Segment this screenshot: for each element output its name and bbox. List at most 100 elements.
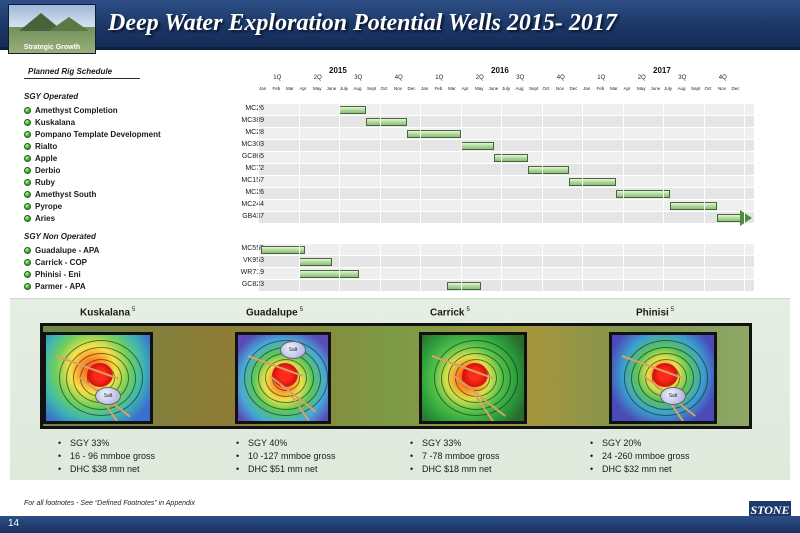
prospect-stats: SGY 20%24 -260 mmboe grossDHC $32 mm net (590, 437, 690, 476)
prospect-stats: SGY 40%10 -127 mmboe grossDHC $51 mm net (236, 437, 336, 476)
quarter-divider (663, 102, 664, 292)
quarter-label: 1Q (597, 75, 606, 81)
quarter-divider (339, 102, 340, 292)
quarter-divider (460, 102, 462, 292)
logo-caption: Strategic Growth (23, 44, 81, 51)
well-block-code: MC26 (245, 189, 264, 196)
year-label: 2017 (653, 66, 671, 75)
schedule-grid-row (258, 268, 754, 280)
month-label: Feb (272, 86, 281, 91)
well-name: Derbio (35, 165, 61, 175)
contour-line (59, 340, 143, 416)
quarter-divider (703, 102, 705, 292)
month-label: Feb (596, 86, 605, 91)
green-bullet-icon (24, 282, 31, 290)
green-bullet-icon (24, 214, 31, 222)
prospect-stat: SGY 33% (410, 437, 500, 450)
well-row-label: Rialto (24, 140, 57, 152)
well-block-code: GB437 (242, 213, 264, 220)
schedule-bar (568, 178, 616, 186)
month-label: Mar (286, 86, 294, 91)
well-name: Parmer - APA (35, 281, 86, 291)
schedule-group-label: SGY Non Operated (24, 232, 96, 241)
prospect-stat: 7 -78 mmboe gross (410, 450, 500, 463)
well-row-label: Pyrope (24, 200, 62, 212)
month-label: Oct (542, 86, 550, 91)
green-bullet-icon (24, 130, 31, 138)
prospect-stat: SGY 40% (236, 437, 336, 450)
well-row-label: Phinisi - Eni (24, 268, 81, 280)
well-row-label: Amethyst Completion (24, 104, 118, 116)
well-row-label: Derbio (24, 164, 60, 176)
month-label: July (664, 86, 673, 91)
month-label: June (650, 86, 661, 91)
prospect-stats: SGY 33%16 - 96 mmboe grossDHC $38 mm net (58, 437, 155, 476)
schedule-bar (528, 166, 569, 174)
prospect-title: Phinisi 5 (636, 307, 674, 318)
prospect-stat: DHC $38 mm net (58, 463, 155, 476)
rig-schedule: Planned Rig Schedule 2015 2016 2017 1Q 2Q 3Q 4… (20, 62, 780, 292)
schedule-bar (298, 270, 360, 278)
page-number: 14 (8, 518, 20, 529)
prospect-stat: 16 - 96 mmboe gross (58, 450, 155, 463)
prospect-title: Guadalupe 5 (246, 307, 303, 318)
green-bullet-icon (24, 166, 31, 174)
prospect-footnote-ref: 5 (299, 307, 304, 313)
schedule-group-label: SGY Operated (24, 92, 79, 101)
quarter-label: 4Q (556, 75, 565, 81)
month-label: Dec (407, 86, 416, 91)
schedule-bar (339, 106, 366, 114)
prospect-map (419, 332, 527, 424)
schedule-grid-row (258, 244, 754, 256)
schedule-grid-row (258, 256, 754, 268)
month-label: Feb (434, 86, 443, 91)
well-name: Guadalupe - APA (35, 245, 100, 255)
green-bullet-icon (24, 118, 31, 126)
schedule-grid-row (258, 200, 754, 212)
quarter-label: 1Q (273, 75, 282, 81)
prospect-map: Salt (235, 332, 331, 424)
well-name: Rialto (35, 141, 58, 151)
month-label: May (313, 86, 322, 91)
well-name: Amethyst Completion (35, 105, 118, 115)
month-label: June (326, 86, 337, 91)
well-row-label: Apple (24, 152, 57, 164)
well-block-code: MC244 (241, 201, 264, 208)
quarter-label: 3Q (354, 75, 363, 81)
quarter-label: 1Q (435, 75, 444, 81)
month-label: July (502, 86, 511, 91)
prospect-title: Kuskalana 5 (80, 307, 135, 318)
month-label: Oct (380, 86, 388, 91)
quarter-divider (582, 102, 583, 292)
year-label: 2015 (329, 66, 347, 75)
prospect-footnote-ref: 5 (670, 307, 675, 313)
green-bullet-icon (24, 190, 31, 198)
month-label: Jan (259, 86, 267, 91)
quarter-label: 2Q (637, 75, 646, 81)
well-block-code: MC389 (241, 117, 264, 124)
prospect-name: Guadalupe (246, 307, 298, 319)
month-label: Nov (394, 86, 403, 91)
quarter-divider (298, 102, 300, 292)
well-row-label: Aries (24, 212, 55, 224)
prospect-map: Salt (43, 332, 153, 424)
well-block-code: MC157 (241, 177, 264, 184)
prospect-name: Phinisi (636, 307, 669, 319)
page-title: Deep Water Exploration Potential Wells 2… (108, 10, 617, 36)
month-label: Jan (421, 86, 429, 91)
green-bullet-icon (24, 106, 31, 114)
quarter-label: 2Q (475, 75, 484, 81)
schedule-bar (366, 118, 407, 126)
month-label: May (637, 86, 646, 91)
salt-body-label: Salt (95, 387, 121, 405)
schedule-bar (494, 154, 528, 162)
month-label: Apr (299, 86, 307, 91)
quarter-divider (420, 102, 421, 292)
schedule-bar (447, 282, 481, 290)
schedule-grid-row (258, 128, 754, 140)
quarter-label: 4Q (718, 75, 727, 81)
strategic-growth-logo: Strategic Growth (8, 4, 96, 54)
well-row-label: Pompano Template Development (24, 128, 161, 140)
well-name: Amethyst South (35, 189, 97, 199)
prospect-stat: DHC $51 mm net (236, 463, 336, 476)
